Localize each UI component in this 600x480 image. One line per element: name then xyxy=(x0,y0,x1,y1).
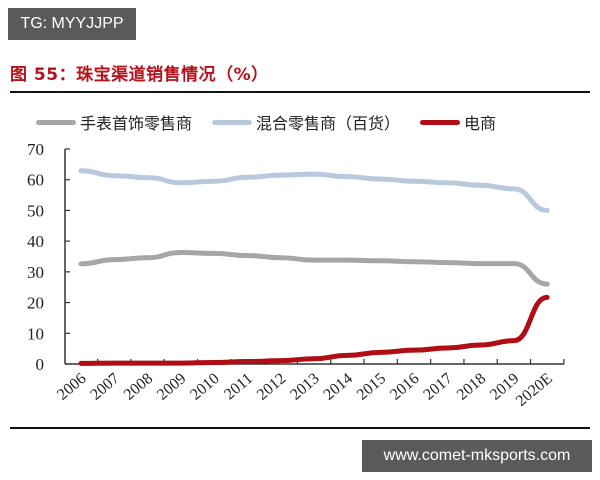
x-tick-label: 2009 xyxy=(154,370,189,404)
y-tick-label: 0 xyxy=(36,355,45,374)
y-tick-label: 60 xyxy=(27,171,44,190)
x-tick-label: 2013 xyxy=(287,370,322,404)
legend-swatch xyxy=(420,119,461,125)
chart-legend: 手表首饰零售商 混合零售商（百货） 电商 xyxy=(36,110,516,134)
x-tick-label: 2015 xyxy=(354,370,389,404)
x-tick-label: 2018 xyxy=(454,370,489,404)
series-lines xyxy=(78,168,550,366)
x-tick-label: 2016 xyxy=(387,370,422,404)
legend-item-department-stores: 混合零售商（百货） xyxy=(212,110,400,134)
y-tick-label: 30 xyxy=(27,263,44,282)
watermark-top: TG: MYYJJPP xyxy=(8,8,136,40)
series-line xyxy=(78,250,550,287)
legend-label: 手表首饰零售商 xyxy=(80,114,193,133)
x-tick-label: 2014 xyxy=(321,370,356,404)
x-tick-label: 2010 xyxy=(187,370,222,404)
y-tick-label: 20 xyxy=(27,294,44,313)
x-axis: 2006200720082009201020112012201320142015… xyxy=(54,359,565,410)
x-tick-label: 2007 xyxy=(87,370,122,404)
x-tick-label: 2006 xyxy=(54,370,89,404)
x-tick-label: 2020E xyxy=(513,370,556,410)
line-chart: 0 10 20 30 40 50 60 70 200620072008200920102011… xyxy=(27,140,565,410)
x-tick-label: 2017 xyxy=(420,370,455,404)
y-tick-label: 10 xyxy=(27,324,44,343)
figure-title: 图 55：珠宝渠道销售情况（%） xyxy=(10,65,269,85)
y-tick-label: 50 xyxy=(27,201,44,220)
y-tick-label: 40 xyxy=(27,232,44,251)
y-axis: 0 10 20 30 40 50 60 70 xyxy=(27,140,70,374)
legend-item-watch-jewelry-retailers: 手表首饰零售商 xyxy=(36,110,192,134)
series-line xyxy=(78,168,550,213)
legend-label: 电商 xyxy=(464,114,497,133)
x-tick-label: 2012 xyxy=(254,370,289,404)
legend-item-ecommerce: 电商 xyxy=(420,110,496,134)
title-rule xyxy=(10,91,590,93)
legend-swatch xyxy=(36,119,76,125)
series-line xyxy=(78,294,550,366)
legend-label: 混合零售商（百货） xyxy=(256,114,401,133)
watermark-bottom: www.comet-mksports.com xyxy=(362,440,592,472)
bottom-rule xyxy=(10,427,590,429)
x-tick-label: 2011 xyxy=(221,370,256,403)
y-tick-label: 70 xyxy=(27,140,44,159)
legend-swatch xyxy=(212,119,253,125)
x-tick-label: 2008 xyxy=(121,370,156,404)
